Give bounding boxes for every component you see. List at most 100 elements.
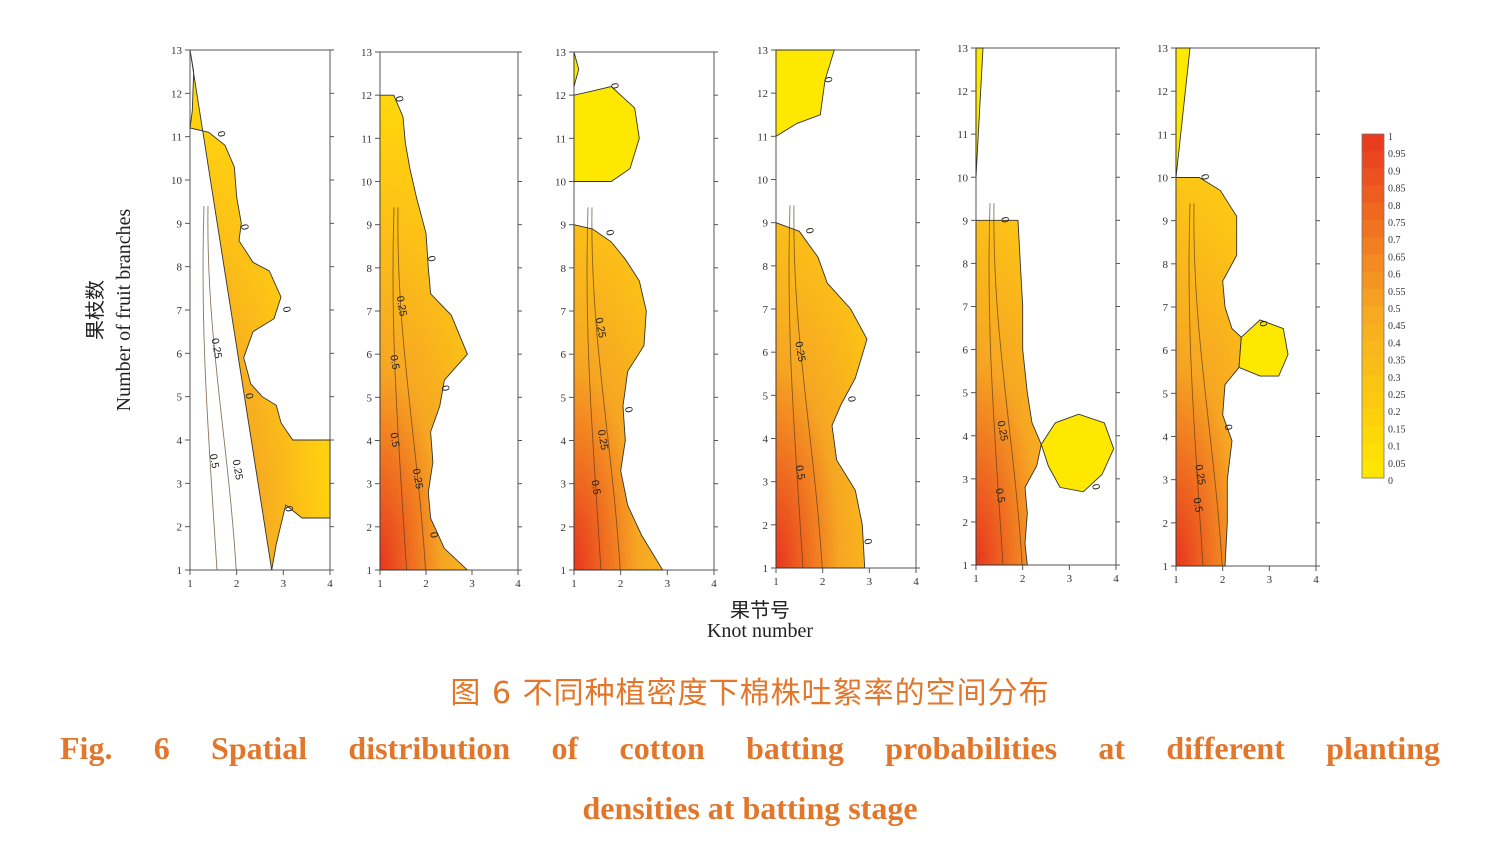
y-axis-label: 果枝数 Number of fruit branches bbox=[78, 180, 148, 440]
colorbar-tick-label: 0.7 bbox=[1388, 235, 1401, 246]
y-tick-label: 12 bbox=[555, 90, 566, 102]
y-tick-label: 11 bbox=[957, 129, 968, 141]
colorbar-segment bbox=[1362, 168, 1384, 187]
y-tick-label: 1 bbox=[367, 565, 373, 577]
contour-label: 0 bbox=[280, 306, 293, 314]
iso-line bbox=[1188, 203, 1204, 567]
x-tick-label: 2 bbox=[820, 576, 826, 588]
y-tick-label: 3 bbox=[177, 478, 183, 490]
y-tick-label: 5 bbox=[367, 392, 373, 404]
contour-label: 0 bbox=[215, 130, 228, 138]
x-axis-label-en: Knot number bbox=[706, 620, 814, 642]
iso-line bbox=[202, 205, 218, 571]
colorbar-tick-label: 0.25 bbox=[1388, 390, 1406, 401]
contour-region-main bbox=[379, 94, 469, 571]
colorbar-segment bbox=[1362, 202, 1384, 221]
colorbar-segment bbox=[1362, 392, 1384, 410]
colorbar-segment bbox=[1362, 185, 1384, 204]
iso-line bbox=[207, 205, 237, 571]
y-tick-label: 7 bbox=[763, 304, 769, 316]
colorbar-segment bbox=[1362, 134, 1384, 152]
colorbar-tick-label: 0.95 bbox=[1388, 149, 1406, 160]
y-tick-label: 7 bbox=[561, 306, 567, 318]
iso-line bbox=[392, 207, 408, 571]
x-tick-label: 1 bbox=[571, 578, 577, 590]
y-tick-label: 13 bbox=[1157, 43, 1169, 55]
y-tick-label: 7 bbox=[963, 302, 969, 314]
colorbar-segment bbox=[1362, 340, 1384, 359]
x-tick-label: 2 bbox=[234, 578, 240, 590]
colorbar-segment bbox=[1362, 426, 1384, 445]
y-tick-label: 11 bbox=[171, 132, 182, 144]
y-tick-label: 10 bbox=[361, 177, 373, 189]
x-tick-label: 1 bbox=[773, 576, 779, 588]
contour-region-blob bbox=[573, 86, 640, 182]
y-tick-label: 13 bbox=[555, 47, 567, 59]
colorbar: 1 0.95 0.9 0.85 0.8 0.75 0.7 0.65 0.6 0.55 0.5 0.45… bbox=[1361, 132, 1406, 487]
x-tick-label: 2 bbox=[618, 578, 624, 590]
colorbar-segment bbox=[1362, 237, 1384, 255]
y-tick-label: 7 bbox=[367, 306, 373, 318]
y-tick-label: 6 bbox=[963, 345, 969, 357]
colorbar-segment bbox=[1362, 306, 1384, 324]
y-tick-label: 5 bbox=[561, 392, 567, 404]
contour-region-sliver bbox=[573, 51, 580, 87]
contour-label: 0 bbox=[1198, 173, 1211, 181]
colorbar-segment bbox=[1362, 374, 1384, 393]
contour-label: 0.25 bbox=[394, 295, 409, 317]
contour-region-main bbox=[573, 224, 664, 571]
y-tick-label: 6 bbox=[763, 347, 769, 359]
colorbar-segment bbox=[1362, 288, 1384, 307]
contour-label: 0.25 bbox=[209, 337, 224, 359]
y-axis-label-en: Number of fruit branches bbox=[113, 208, 135, 411]
contour-label: 0.25 bbox=[410, 468, 425, 490]
y-tick-label: 12 bbox=[171, 88, 182, 100]
y-tick-label: 1 bbox=[763, 563, 769, 575]
contour-label: 0.5 bbox=[588, 479, 602, 496]
x-tick-label: 3 bbox=[867, 576, 873, 588]
colorbar-segment bbox=[1362, 323, 1384, 341]
colorbar-segment bbox=[1362, 254, 1384, 273]
x-tick-label: 1 bbox=[377, 578, 383, 590]
figure-caption-en-line1: Fig. 6 Spatial distribution of cotton ba… bbox=[60, 730, 1440, 766]
y-tick-label: 4 bbox=[561, 436, 567, 448]
y-tick-label: 6 bbox=[1163, 345, 1169, 357]
colorbar-tick-label: 0.35 bbox=[1388, 356, 1406, 367]
y-tick-label: 4 bbox=[367, 436, 373, 448]
colorbar-tick-label: 0.2 bbox=[1388, 407, 1401, 418]
contour-region-main bbox=[189, 49, 331, 571]
y-tick-label: 8 bbox=[963, 258, 969, 270]
y-tick-label: 10 bbox=[957, 172, 969, 184]
x-tick-label: 1 bbox=[1173, 574, 1179, 586]
y-tick-label: 3 bbox=[561, 479, 567, 491]
y-axis-label-cn: 果枝数 bbox=[83, 280, 107, 340]
y-tick-label: 9 bbox=[367, 220, 373, 232]
contour-label: 0.5 bbox=[993, 487, 1007, 504]
y-tick-label: 10 bbox=[1157, 173, 1169, 185]
contour-label: 0 bbox=[427, 531, 440, 539]
iso-line bbox=[793, 205, 823, 569]
y-tick-label: 13 bbox=[757, 45, 769, 57]
y-tick-label: 2 bbox=[561, 522, 567, 534]
y-tick-label: 5 bbox=[963, 388, 969, 400]
colorbar-segment bbox=[1362, 443, 1384, 462]
contour-label: 0 bbox=[425, 255, 438, 263]
colorbar-tick-label: 0.55 bbox=[1388, 287, 1406, 298]
y-tick-label: 2 bbox=[963, 517, 969, 529]
iso-line bbox=[397, 207, 426, 571]
contour-region-main bbox=[775, 222, 868, 569]
y-tick-label: 2 bbox=[1163, 518, 1169, 530]
y-tick-label: 9 bbox=[177, 218, 183, 230]
iso-line bbox=[788, 205, 804, 569]
y-tick-label: 7 bbox=[177, 305, 183, 317]
y-tick-label: 11 bbox=[757, 131, 768, 143]
y-tick-label: 12 bbox=[957, 86, 968, 98]
contour-label: 0.5 bbox=[387, 354, 401, 371]
y-tick-label: 3 bbox=[1163, 475, 1169, 487]
y-tick-label: 1 bbox=[561, 565, 567, 577]
contour-label: 0.5 bbox=[793, 464, 807, 481]
colorbar-segment bbox=[1362, 271, 1384, 290]
y-tick-label: 12 bbox=[1157, 86, 1168, 98]
